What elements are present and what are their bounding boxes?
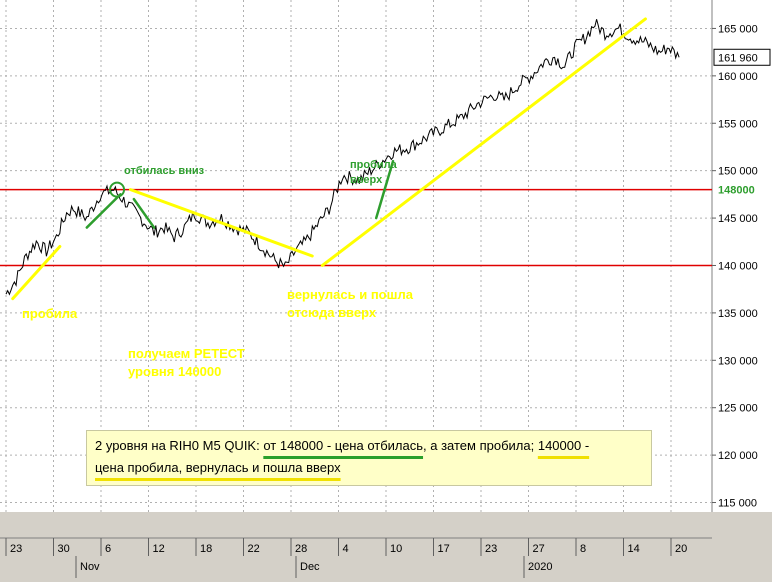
note-part2: от 148000 - цена отбилась <box>263 438 424 453</box>
annotation-vernulas-line1: вернулась и пошла <box>287 287 413 302</box>
note-box: 2 уровня на RIH0 M5 QUIK: от 148000 - це… <box>86 430 652 486</box>
x-tick-label: 30 <box>58 543 70 555</box>
y-tick-label: 135 000 <box>718 308 758 320</box>
y-ticks: 115 000 120 000 125 000 130 000 135 000 140 0… <box>712 23 771 510</box>
annotation-probila: пробила <box>22 306 78 321</box>
trend-lines <box>11 17 647 301</box>
x-tick-label: 8 <box>580 543 586 555</box>
annotation-otbilas-vniz: отбилась вниз <box>124 165 205 177</box>
trend-line <box>482 17 647 144</box>
note-part1: 2 уровня на RIH0 M5 QUIK: <box>95 438 264 453</box>
x-tick-label: 23 <box>485 543 497 555</box>
level-label: 148000 <box>718 185 755 197</box>
month-label: 2020 <box>528 561 552 573</box>
x-ticks: 23 30 6 12 18 22 28 4 10 17 23 27 8 14 20 Nov Dec 2020 <box>5 538 687 578</box>
trend-line <box>129 188 314 258</box>
last-price-box <box>713 48 771 66</box>
annotation-probila-vverh-line1: пробила <box>350 159 397 171</box>
y-tick-label: 150 000 <box>718 166 758 178</box>
month-label: Dec <box>300 561 320 573</box>
x-tick-label: 12 <box>153 543 165 555</box>
y-axis-panel <box>712 0 772 512</box>
levels: 148000 <box>0 185 755 267</box>
y-tick-label: 140 000 <box>718 260 758 272</box>
x-tick-label: 22 <box>248 543 260 555</box>
trend-line <box>85 193 122 229</box>
y-tick-label: 125 000 <box>718 403 758 415</box>
annotation-poluchaem-line2: уровня 140000 <box>128 364 222 379</box>
x-tick-label: 20 <box>675 543 687 555</box>
x-tick-label: 18 <box>200 543 212 555</box>
month-label: Nov <box>80 561 100 573</box>
x-tick-label: 23 <box>10 543 22 555</box>
x-tick-label: 28 <box>295 543 307 555</box>
y-tick-label: 145 000 <box>718 213 758 225</box>
note-part4: 140000 - <box>537 438 590 453</box>
y-tick-label: 130 000 <box>718 355 758 367</box>
last-price-label: 161 960 <box>718 52 758 64</box>
x-tick-label: 10 <box>390 543 402 555</box>
trend-line <box>374 159 395 220</box>
x-tick-label: 14 <box>628 543 640 555</box>
y-tick-label: 155 000 <box>718 118 758 130</box>
y-tick-label: 165 000 <box>718 23 758 35</box>
note-part3: , а затем пробила; <box>423 438 538 453</box>
annotation-poluchaem-line1: получаем РЕТЕСТ <box>128 346 245 361</box>
trend-line <box>132 197 156 229</box>
annotation-probila-vverh-line2: вверх <box>350 174 383 186</box>
x-tick-label: 6 <box>105 543 111 555</box>
note-part5: цена пробила, вернулась и пошла вверх <box>95 460 341 475</box>
annotation-vernulas-line2: отсюда вверх <box>287 305 377 320</box>
plot-background <box>0 0 712 512</box>
x-tick-label: 27 <box>533 543 545 555</box>
rejection-circle <box>109 181 126 198</box>
x-tick-label: 17 <box>438 543 450 555</box>
trend-line <box>320 140 486 267</box>
x-tick-label: 4 <box>343 543 349 555</box>
y-tick-label: 160 000 <box>718 71 758 83</box>
trend-line <box>11 245 62 301</box>
y-tick-label: 115 000 <box>718 498 757 510</box>
y-tick-label: 120 000 <box>718 450 758 462</box>
